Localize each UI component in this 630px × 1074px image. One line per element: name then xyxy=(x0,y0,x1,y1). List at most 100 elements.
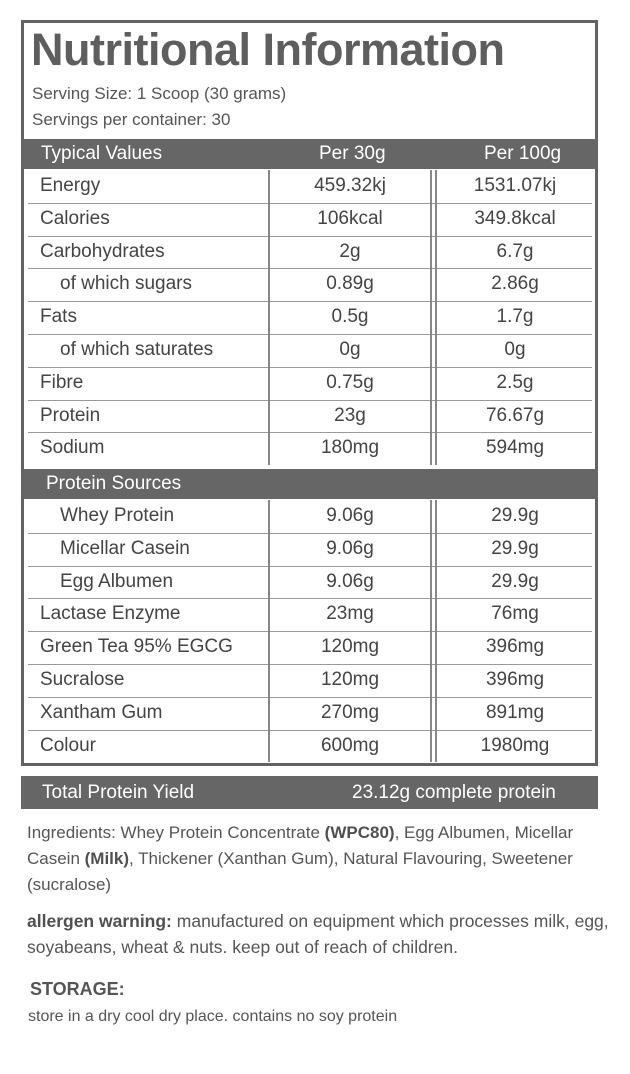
total-protein-bar: Total Protein Yield 23.12g complete prot… xyxy=(21,776,598,809)
column-divider xyxy=(435,500,437,763)
table-row: Energy 459.32kj 1531.07kj xyxy=(24,170,596,203)
row-value-per-30g: 106kcal xyxy=(317,207,383,229)
row-value-per-30g: 0.75g xyxy=(326,371,374,393)
table-row: Sodium 180mg 594mg xyxy=(24,432,596,465)
row-value-per-100g: 1980mg xyxy=(480,734,550,756)
row-value-per-100g: 1531.07kj xyxy=(473,175,557,196)
row-value-per-30g: 120mg xyxy=(320,636,380,658)
row-divider xyxy=(28,301,592,303)
row-value-per-100g: 29.9g xyxy=(491,537,539,559)
table-row: Fibre 0.75g 2.5g xyxy=(24,367,596,400)
serving-size: Serving Size: 1 Scoop (30 grams) xyxy=(32,84,287,103)
table-row: Calories 106kcal 349.8kcal xyxy=(24,203,596,236)
row-divider xyxy=(28,366,592,368)
table-row: Micellar Casein 9.06g 29.9g xyxy=(24,533,596,566)
row-divider xyxy=(28,729,592,731)
row-value-per-30g: 2g xyxy=(339,240,361,262)
protein-sources-label: Protein Sources xyxy=(46,473,182,494)
row-label: Egg Albumen xyxy=(60,570,174,592)
row-value-per-30g: 0.5g xyxy=(331,306,369,328)
row-value-per-100g: 891mg xyxy=(485,701,545,723)
row-value-per-100g: 2.86g xyxy=(491,273,539,295)
row-value-per-30g: 120mg xyxy=(320,669,380,690)
row-label: of which sugars xyxy=(60,273,193,295)
table-row: Egg Albumen 9.06g 29.9g xyxy=(24,566,596,599)
row-divider xyxy=(28,664,592,665)
row-value-per-100g: 594mg xyxy=(485,437,545,459)
row-label: Micellar Casein xyxy=(60,537,190,559)
servings-per-container: Servings per container: 30 xyxy=(32,110,231,129)
row-value-per-100g: 1.7g xyxy=(496,306,534,328)
table-row: Sucralose 120mg 396mg xyxy=(24,664,596,697)
table-row: Whey Protein 9.06g 29.9g xyxy=(24,500,596,533)
table-row: Lactase Enzyme 23mg 76mg xyxy=(24,598,596,631)
row-value-per-100g: 396mg xyxy=(485,636,545,658)
row-divider xyxy=(28,202,592,204)
row-value-per-30g: 600mg xyxy=(320,734,380,756)
row-value-per-30g: 9.06g xyxy=(326,505,374,526)
row-value-per-30g: 23g xyxy=(334,404,366,426)
row-divider xyxy=(28,432,592,434)
row-label: Fibre xyxy=(40,371,84,393)
row-value-per-100g: 6.7g xyxy=(496,240,534,262)
row-label: Colour xyxy=(40,734,96,756)
allergen-label: allergen warning: xyxy=(27,911,172,931)
row-value-per-100g: 2.5g xyxy=(496,371,534,393)
row-value-per-30g: 9.06g xyxy=(326,570,374,592)
total-protein-label: Total Protein Yield xyxy=(42,782,195,803)
column-divider xyxy=(268,170,270,466)
row-divider xyxy=(28,532,592,534)
row-label: Calories xyxy=(40,207,110,229)
row-value-per-100g: 29.9g xyxy=(491,505,539,526)
table-row: of which sugars 0.89g 2.86g xyxy=(24,268,596,301)
row-divider xyxy=(28,334,592,335)
row-label: Xantham Gum xyxy=(40,701,163,723)
row-divider xyxy=(28,565,592,567)
column-divider xyxy=(268,500,270,763)
header-per-100g: Per 100g xyxy=(484,143,562,164)
row-divider xyxy=(28,598,592,600)
row-value-per-30g: 23mg xyxy=(326,603,374,625)
row-value-per-100g: 0g xyxy=(504,339,526,360)
row-label: Energy xyxy=(40,175,101,196)
row-value-per-100g: 29.9g xyxy=(491,570,539,592)
row-label: Sodium xyxy=(40,437,105,459)
row-value-per-100g: 76.67g xyxy=(485,404,545,426)
table-row: Xantham Gum 270mg 891mg xyxy=(24,697,596,730)
row-label: Lactase Enzyme xyxy=(40,603,181,625)
table-row: of which saturates 0g 0g xyxy=(24,334,596,367)
total-protein-value: 23.12g complete protein xyxy=(352,782,556,803)
row-label: of which saturates xyxy=(60,339,214,360)
row-value-per-30g: 459.32kj xyxy=(314,175,386,196)
storage-heading: STORAGE: xyxy=(30,979,125,999)
column-divider xyxy=(430,500,432,763)
row-value-per-30g: 0g xyxy=(339,339,361,360)
row-divider xyxy=(28,235,592,237)
page-title: Nutritional Information xyxy=(31,24,505,75)
row-divider xyxy=(28,399,592,401)
table-row: Fats 0.5g 1.7g xyxy=(24,301,596,334)
allergen-warning: allergen warning: manufactured on equipm… xyxy=(27,911,609,957)
header-per-30g: Per 30g xyxy=(319,143,386,164)
row-label: Protein xyxy=(40,404,101,426)
table-row: Green Tea 95% EGCG 120mg 396mg xyxy=(24,631,596,664)
row-label: Green Tea 95% EGCG xyxy=(40,636,233,658)
row-divider xyxy=(28,696,592,698)
nutrition-label-border xyxy=(21,20,598,766)
row-value-per-30g: 0.89g xyxy=(326,273,374,295)
row-value-per-100g: 396mg xyxy=(485,669,545,690)
row-label: Carbohydrates xyxy=(40,240,165,262)
row-label: Sucralose xyxy=(40,669,125,690)
column-divider xyxy=(430,170,432,466)
row-value-per-30g: 9.06g xyxy=(326,537,374,559)
table-header: Typical Values Per 30g Per 100g xyxy=(23,139,597,169)
row-label: Whey Protein xyxy=(60,505,175,526)
row-divider xyxy=(28,268,592,270)
row-label: Fats xyxy=(40,306,77,328)
storage-text: store in a dry cool dry place. contains … xyxy=(28,1008,398,1025)
row-divider xyxy=(28,631,592,633)
row-value-per-100g: 349.8kcal xyxy=(474,207,556,229)
column-divider xyxy=(435,170,437,466)
table-row: Colour 600mg 1980mg xyxy=(24,730,596,763)
row-value-per-100g: 76mg xyxy=(491,603,539,625)
